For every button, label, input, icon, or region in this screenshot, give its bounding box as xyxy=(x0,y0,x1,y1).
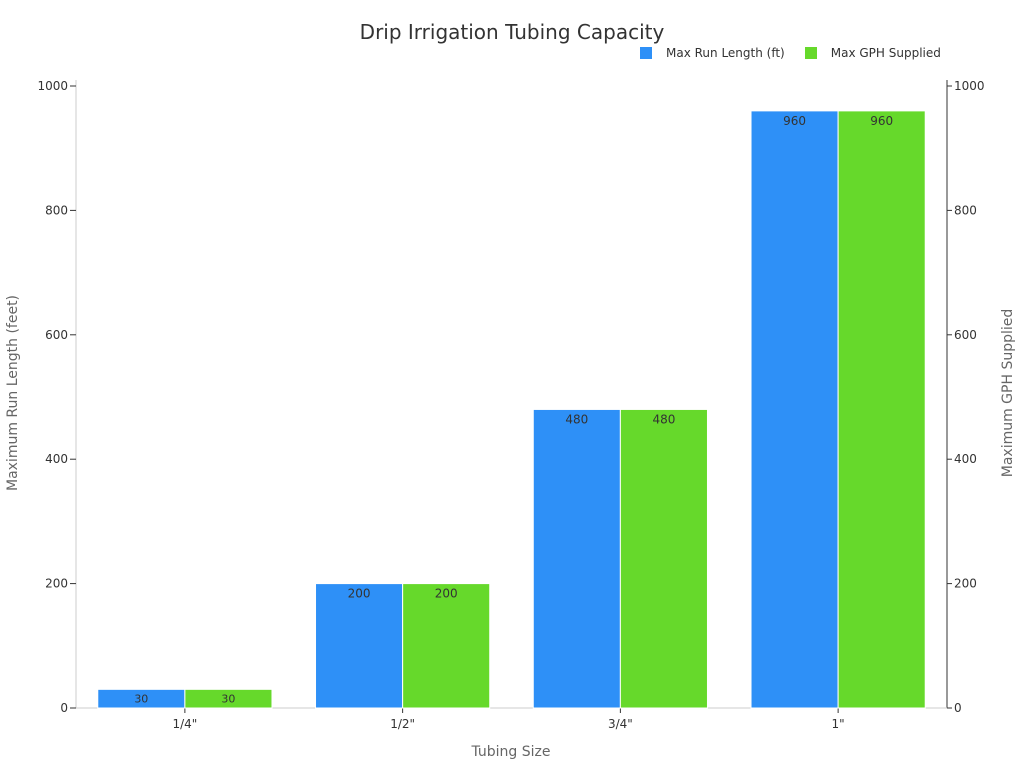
bar-run-length xyxy=(750,110,839,709)
legend-item-run-length[interactable]: Max Run Length (ft) xyxy=(640,46,785,60)
data-label: 960 xyxy=(783,114,806,128)
y-tick-label: 600 xyxy=(45,328,68,342)
x-tick-label: 1/4" xyxy=(172,717,197,731)
y2-axis-title: Maximum GPH Supplied xyxy=(1000,309,1016,478)
bar-run-length xyxy=(315,583,404,709)
y2-tick-label: 0 xyxy=(954,701,962,715)
y2-tick-label: 1000 xyxy=(954,79,985,93)
y-tick-label: 800 xyxy=(45,203,68,217)
x-axis-title: Tubing Size xyxy=(470,744,550,760)
bar-gph xyxy=(619,408,708,709)
y-tick-label: 0 xyxy=(60,701,68,715)
y-tick-label: 400 xyxy=(45,452,68,466)
bar-gph xyxy=(184,688,273,709)
bar-run-length xyxy=(532,408,621,709)
bar-gph xyxy=(837,110,926,709)
y-axis-title: Maximum Run Length (feet) xyxy=(5,295,21,491)
x-tick-label: 1" xyxy=(832,717,845,731)
plot-area: 0 0 200 200 400 400 600 600 800 800 1000 1000 1/4" 30… xyxy=(37,79,984,731)
legend: Max Run Length (ft) Max GPH Supplied xyxy=(640,46,961,60)
y2-tick-label: 200 xyxy=(954,577,977,591)
y2-tick-label: 800 xyxy=(954,203,977,217)
data-label: 30 xyxy=(221,693,235,706)
chart-title: Drip Irrigation Tubing Capacity xyxy=(359,20,665,44)
data-label: 30 xyxy=(134,693,148,706)
y2-tick-label: 400 xyxy=(954,452,977,466)
legend-label-gph: Max GPH Supplied xyxy=(830,46,941,60)
data-label: 480 xyxy=(565,412,588,426)
data-label: 200 xyxy=(435,587,458,601)
x-tick-label: 1/2" xyxy=(390,717,415,731)
data-label: 480 xyxy=(652,412,675,426)
y-tick-label: 200 xyxy=(45,577,68,591)
legend-swatch-run-length xyxy=(640,47,652,59)
y2-tick-label: 600 xyxy=(954,328,977,342)
x-tick-label: 3/4" xyxy=(608,717,633,731)
data-label: 960 xyxy=(870,114,893,128)
legend-label-run-length: Max Run Length (ft) xyxy=(666,46,785,60)
legend-swatch-gph xyxy=(804,47,817,59)
data-label: 200 xyxy=(348,587,371,601)
bar-gph xyxy=(402,583,491,709)
legend-item-gph[interactable]: Max GPH Supplied xyxy=(804,46,941,60)
y-tick-label: 1000 xyxy=(37,79,68,93)
